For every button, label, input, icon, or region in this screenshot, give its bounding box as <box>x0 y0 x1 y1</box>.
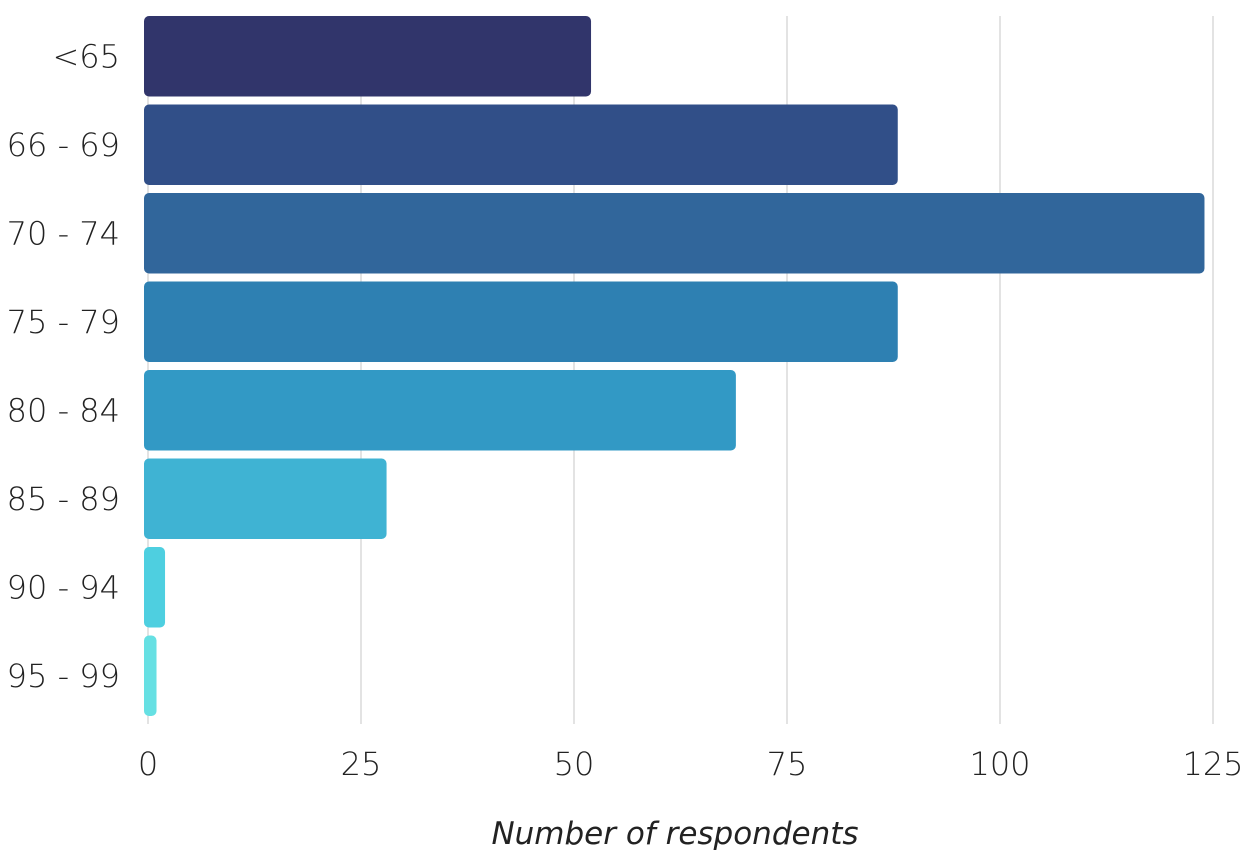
x-tick-label: 125 <box>1182 745 1243 783</box>
category-label: 80 - 84 <box>7 391 120 429</box>
bar <box>144 281 898 362</box>
x-axis-title: Number of respondents <box>491 816 858 850</box>
bar <box>144 547 166 628</box>
bar <box>144 104 898 185</box>
x-tick-label: 50 <box>554 745 595 783</box>
category-label: 66 - 69 <box>7 126 120 164</box>
x-tick-labels: 0 25 50 75 100 125 <box>138 745 1244 783</box>
bar <box>144 635 157 716</box>
x-tick-label: 25 <box>341 745 382 783</box>
bar <box>144 193 1205 274</box>
category-label: 90 - 94 <box>7 568 120 606</box>
category-label: 70 - 74 <box>7 214 120 252</box>
bar <box>144 370 736 451</box>
category-label: 95 - 99 <box>7 657 120 695</box>
category-labels: <65 66 - 69 70 - 74 75 - 79 80 - 84 85 - 89 90… <box>7 37 120 695</box>
bar <box>144 16 592 97</box>
x-tick-label: 75 <box>767 745 808 783</box>
x-tick-label: 100 <box>969 745 1030 783</box>
category-label: 85 - 89 <box>7 480 120 518</box>
category-label: <65 <box>52 37 120 75</box>
x-tick-label: 0 <box>138 745 158 783</box>
category-label: 75 - 79 <box>7 303 120 341</box>
bar <box>144 458 387 539</box>
bars <box>144 16 1205 716</box>
